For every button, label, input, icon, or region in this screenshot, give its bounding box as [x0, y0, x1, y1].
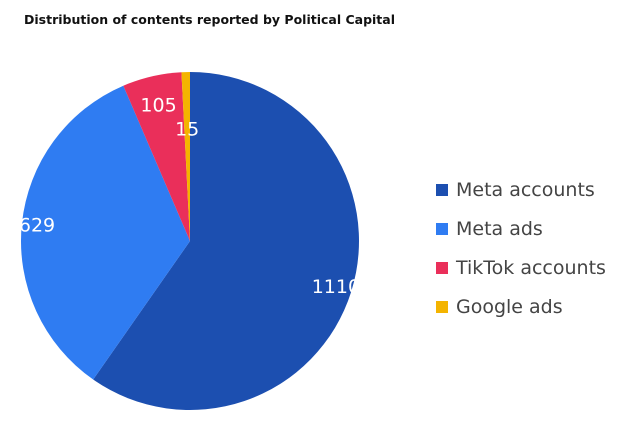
data-label-google-ads: 15	[175, 118, 199, 140]
chart-title: Distribution of contents reported by Pol…	[24, 12, 396, 27]
legend-label-tiktok-accounts: TikTok accounts	[456, 256, 606, 279]
pie-slice-tiktok-accounts	[123, 72, 190, 242]
legend-swatch-meta-accounts	[436, 183, 448, 196]
pie-slice-google-ads	[181, 72, 190, 241]
data-label-meta-ads: 629	[19, 214, 55, 236]
legend-item-meta-ads: Meta ads	[436, 209, 606, 248]
legend-swatch-tiktok-accounts	[436, 261, 448, 274]
legend-label-google-ads: Google ads	[456, 295, 563, 318]
legend-item-google-ads: Google ads	[436, 287, 606, 326]
legend-swatch-meta-ads	[436, 222, 448, 235]
legend-label-meta-ads: Meta ads	[456, 217, 543, 240]
legend-swatch-google-ads	[436, 300, 448, 313]
data-label-meta-accounts: 1110	[312, 276, 360, 298]
legend-item-meta-accounts: Meta accounts	[436, 170, 606, 209]
pie-slice-meta-accounts	[93, 72, 359, 410]
legend-label-meta-accounts: Meta accounts	[456, 178, 595, 201]
pie-slice-meta-ads	[21, 85, 190, 380]
legend-item-tiktok-accounts: TikTok accounts	[436, 248, 606, 287]
legend: Meta accounts Meta ads TikTok accounts Goog…	[436, 170, 606, 326]
data-label-tiktok-accounts: 105	[140, 95, 176, 117]
